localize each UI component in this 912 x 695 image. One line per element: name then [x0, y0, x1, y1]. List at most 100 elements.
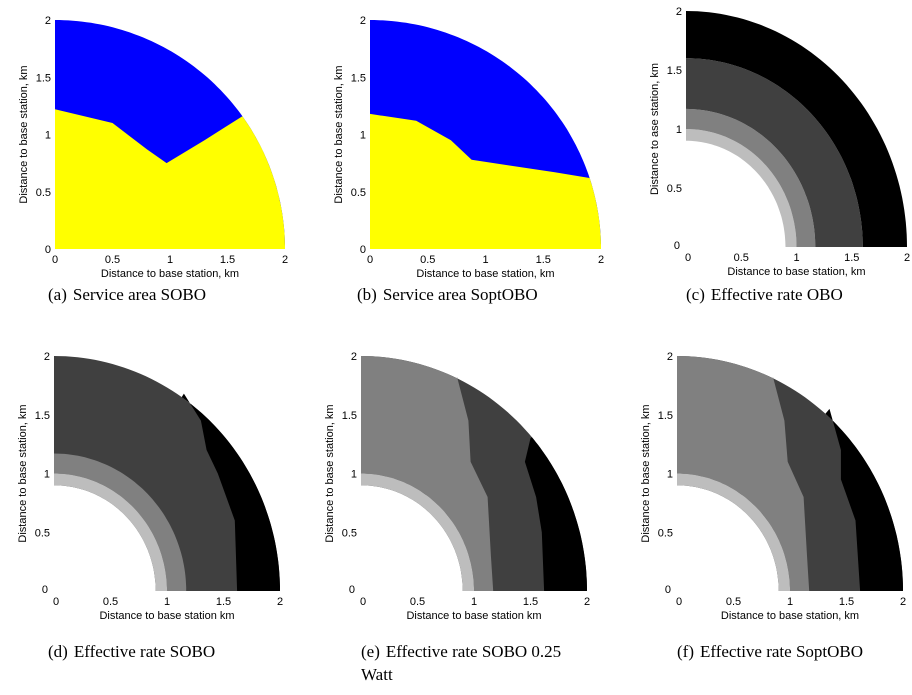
region-yellow: [55, 109, 285, 249]
panel-caption: (d) Effective rate SOBO: [48, 642, 215, 661]
xtick-label: 1.5: [523, 596, 538, 608]
caption-text: Effective rate OBO: [711, 285, 843, 304]
x-axis-label: Distance to base station, km: [727, 266, 865, 278]
panel-caption: (f) Effective rate SoptOBO: [677, 642, 863, 661]
ytick-label: 1: [676, 124, 682, 136]
ytick-label: 1.5: [342, 410, 357, 422]
ring-dark: [54, 356, 280, 591]
xtick-label: 2: [900, 596, 906, 608]
ytick-label: 1: [44, 469, 50, 481]
region-yellow: [370, 113, 601, 250]
ytick-label: 1: [351, 469, 357, 481]
ytick-label: 1.5: [658, 410, 673, 422]
ytick-label: 2: [45, 15, 51, 27]
panel-e: 0.5 1 1.5 2 0.5 1 1.5 2 00 Distance to base stati…: [324, 351, 590, 684]
xtick-label: 1: [471, 596, 477, 608]
y-axis-label: Distance to base station, km: [640, 404, 652, 542]
xtick-label: 0.5: [420, 254, 435, 266]
xtick-label: 1: [793, 252, 799, 264]
caption-text: Effective rate SOBO 0.25: [386, 642, 561, 661]
caption-number: (a): [48, 285, 67, 304]
region-mid: [677, 356, 810, 591]
y-axis-label: Distance to base station, km: [333, 65, 345, 203]
y-axis-label: Distance to base station, km: [17, 404, 29, 542]
panel-caption: (b) Service area SoptOBO: [357, 285, 538, 304]
xtick-label: 1: [164, 596, 170, 608]
ring-light: [677, 473, 790, 591]
xtick-label: 1.5: [844, 252, 859, 264]
panel-caption: (a) Service area SOBO: [48, 285, 206, 304]
caption-text: Effective rate SOBO: [74, 642, 215, 661]
xtick-label: 0.5: [734, 252, 749, 264]
xtick-label: 0.5: [410, 596, 425, 608]
panel-caption: (e) Effective rate SOBO 0.25: [361, 642, 561, 661]
ytick-label: 2: [44, 351, 50, 363]
ytick-label: 0.5: [342, 527, 357, 539]
xtick-label: 0: [367, 254, 373, 266]
xtick-label: 0: [52, 254, 58, 266]
xtick-label: 2: [277, 596, 283, 608]
xtick-label: 1: [482, 254, 488, 266]
ring-light: [54, 473, 167, 591]
panel-f: 0.5 1 1.5 2 0.5 1 1.5 2 00 Distance to base stati…: [640, 351, 906, 661]
ytick-label: 0.5: [351, 187, 366, 199]
caption-text: Service area SOBO: [73, 285, 206, 304]
xtick-label: 2: [598, 254, 604, 266]
x-axis-label: Distance to base station km: [406, 610, 541, 622]
ring-0: [686, 129, 797, 247]
ytick-label: 0: [360, 244, 366, 256]
xtick-label: 1.5: [216, 596, 231, 608]
xtick-label: 0: [685, 252, 691, 264]
caption-number: (e): [361, 642, 380, 661]
y-axis-label: Distance to base station, km: [18, 65, 30, 203]
ytick-label: 1: [667, 469, 673, 481]
x-axis-label: Distance to base station km: [99, 610, 234, 622]
ring-mid: [54, 453, 187, 591]
ytick-label: 1.5: [667, 65, 682, 77]
ytick-label: 0: [42, 584, 48, 596]
ytick-label: 1.5: [36, 72, 51, 84]
ring-2: [686, 58, 863, 248]
ytick-label: 2: [667, 351, 673, 363]
ytick-label: 2: [360, 15, 366, 27]
panel-d: 0.5 1 1.5 2 0.5 1 1.5 2 00 Distance to base stati…: [17, 351, 283, 661]
xtick-label: 2: [584, 596, 590, 608]
xtick-label: 2: [904, 252, 910, 264]
xtick-label: 1.5: [220, 254, 235, 266]
xtick-label: 1.5: [839, 596, 854, 608]
ytick-label: 1.5: [35, 410, 50, 422]
ytick-label: 0.5: [36, 187, 51, 199]
xtick-label: 1: [167, 254, 173, 266]
ytick-label: 0: [674, 240, 680, 252]
ring-1: [686, 108, 816, 248]
caption-text: Service area SoptOBO: [383, 285, 538, 304]
xtick-label: 0: [53, 596, 59, 608]
xtick-label: 1.5: [536, 254, 551, 266]
ytick-label: 2: [676, 6, 682, 18]
ytick-label: 1.5: [351, 72, 366, 84]
panel-c: 0.5 1 1.5 2 0.5 1 1.5 2 00 Distance to base stati…: [649, 6, 910, 304]
panel-caption-line2: Watt: [361, 665, 393, 684]
ytick-label: 0.5: [667, 183, 682, 195]
caption-number: (d): [48, 642, 68, 661]
region-black: [825, 408, 903, 591]
region-black: [181, 393, 280, 591]
ytick-label: 0.5: [35, 527, 50, 539]
y-axis-label: Distance to ase station, km: [649, 63, 661, 195]
xtick-label: 0.5: [726, 596, 741, 608]
x-axis-label: Distance to base station, km: [416, 268, 554, 280]
ytick-label: 0: [665, 584, 671, 596]
caption-number: (b): [357, 285, 377, 304]
x-axis-label: Distance to base station, km: [721, 610, 859, 622]
ytick-label: 0: [349, 584, 355, 596]
xtick-label: 2: [282, 254, 288, 266]
region-mid: [361, 356, 494, 591]
xtick-label: 0: [360, 596, 366, 608]
panel-b: 0 0.5 1 1.5 2 0 0.5 1 1.5 2 Distance to base stati…: [333, 15, 604, 304]
ring-3: [686, 11, 907, 247]
x-axis-label: Distance to base station, km: [101, 268, 239, 280]
y-axis-label: Distance to base station, km: [324, 404, 336, 542]
xtick-label: 0.5: [103, 596, 118, 608]
ytick-label: 2: [351, 351, 357, 363]
ytick-label: 0.5: [658, 527, 673, 539]
